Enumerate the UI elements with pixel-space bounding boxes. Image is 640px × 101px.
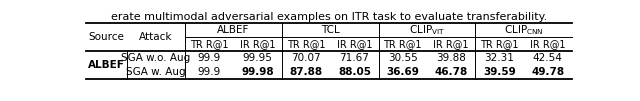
Text: 88.05: 88.05 — [338, 67, 371, 77]
Text: CLIP$_{\mathrm{VIT}}$: CLIP$_{\mathrm{VIT}}$ — [409, 23, 445, 37]
Text: TR R@1: TR R@1 — [480, 39, 519, 49]
Text: ALBEF: ALBEF — [218, 25, 250, 35]
Text: TCL: TCL — [321, 25, 340, 35]
Text: TR R@1: TR R@1 — [190, 39, 228, 49]
Text: 36.69: 36.69 — [387, 67, 419, 77]
Text: SGA w. Aug: SGA w. Aug — [126, 67, 186, 77]
Text: 87.88: 87.88 — [289, 67, 323, 77]
Text: TR R@1: TR R@1 — [383, 39, 422, 49]
Text: 39.59: 39.59 — [483, 67, 516, 77]
Text: 39.88: 39.88 — [436, 53, 466, 63]
Text: 32.31: 32.31 — [484, 53, 515, 63]
Text: CLIP$_{\mathrm{CNN}}$: CLIP$_{\mathrm{CNN}}$ — [504, 23, 543, 37]
Text: Source: Source — [88, 32, 124, 42]
Text: IR R@1: IR R@1 — [337, 39, 372, 49]
Text: 46.78: 46.78 — [435, 67, 468, 77]
Text: SGA w.o. Aug: SGA w.o. Aug — [121, 53, 191, 63]
Text: 99.95: 99.95 — [243, 53, 273, 63]
Text: 99.98: 99.98 — [241, 67, 274, 77]
Text: 42.54: 42.54 — [533, 53, 563, 63]
Text: 99.9: 99.9 — [198, 53, 221, 63]
Text: 71.67: 71.67 — [339, 53, 369, 63]
Text: IR R@1: IR R@1 — [240, 39, 275, 49]
Text: 49.78: 49.78 — [531, 67, 564, 77]
Text: 30.55: 30.55 — [388, 53, 418, 63]
Text: ALBEF: ALBEF — [88, 60, 125, 70]
Text: 99.9: 99.9 — [198, 67, 221, 77]
Text: erate multimodal adversarial examples on ITR task to evaluate transferability.: erate multimodal adversarial examples on… — [111, 12, 547, 22]
Text: IR R@1: IR R@1 — [530, 39, 566, 49]
Text: TR R@1: TR R@1 — [287, 39, 325, 49]
Text: IR R@1: IR R@1 — [433, 39, 469, 49]
Text: 70.07: 70.07 — [291, 53, 321, 63]
Text: Attack: Attack — [139, 32, 173, 42]
